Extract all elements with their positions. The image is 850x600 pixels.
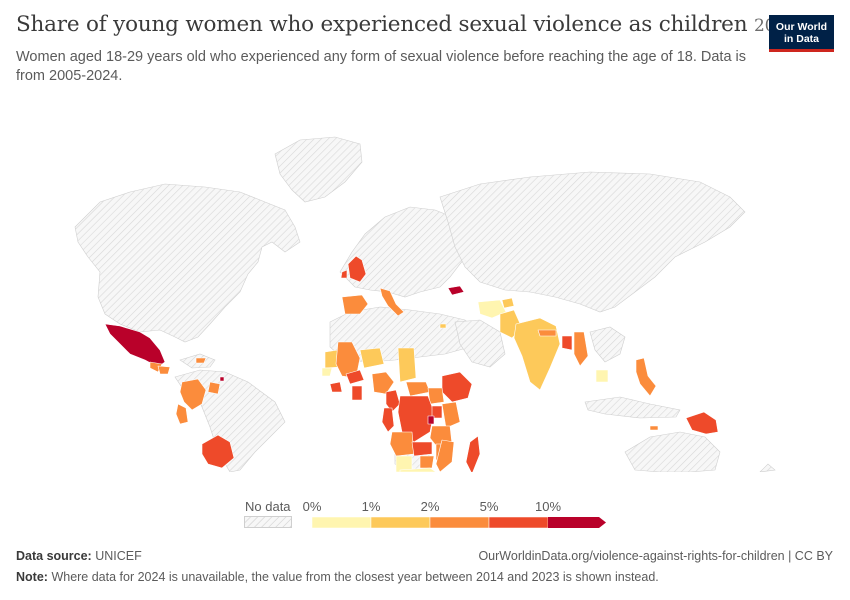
country-trinidad[interactable] <box>219 376 225 382</box>
country-uganda[interactable] <box>431 405 443 419</box>
country-cameroon[interactable] <box>385 389 401 413</box>
chart-title: Share of young women who experienced sex… <box>16 12 797 37</box>
country-car[interactable] <box>405 381 431 397</box>
country-namibia[interactable] <box>395 455 413 472</box>
country-myanmar[interactable] <box>573 331 589 367</box>
data-source-label: Data source: <box>16 549 92 563</box>
legend-no-data-swatch[interactable] <box>244 516 292 528</box>
country-colombia[interactable] <box>179 378 207 411</box>
legend-tick-4: 10% <box>534 499 562 514</box>
note-text: Where data for 2024 is unavailable, the … <box>51 570 659 584</box>
landmass-arabia[interactable] <box>454 319 506 368</box>
country-chad[interactable] <box>397 347 417 383</box>
country-zimbabwe[interactable] <box>419 455 435 469</box>
country-mozambique[interactable] <box>435 439 455 472</box>
country-niger[interactable] <box>359 347 385 369</box>
logo-line-1: Our World <box>775 21 828 33</box>
legend-color-bins <box>312 516 606 529</box>
country-guyana[interactable] <box>207 381 221 395</box>
landmass-australia[interactable] <box>624 431 721 472</box>
chart-subtitle: Women aged 18-29 years old who experienc… <box>16 49 747 84</box>
country-angola[interactable] <box>389 431 415 457</box>
country-bangladesh[interactable] <box>561 335 573 351</box>
country-south-sudan[interactable] <box>427 387 445 405</box>
country-tajikistan[interactable] <box>501 297 515 309</box>
landmass-north-america[interactable] <box>74 183 301 343</box>
country-kenya[interactable] <box>441 401 461 429</box>
data-source-value[interactable]: UNICEF <box>95 549 142 563</box>
country-peru[interactable] <box>175 403 189 425</box>
map-legend: No data 0% 1% 2% 5% 10% <box>0 490 850 540</box>
country-cambodia[interactable] <box>595 369 609 383</box>
countries-with-data <box>104 255 719 472</box>
country-ethiopia[interactable] <box>441 371 473 403</box>
country-gabon[interactable] <box>381 407 395 433</box>
country-zambia[interactable] <box>411 441 433 457</box>
legend-tick-1: 1% <box>361 499 381 514</box>
legend-tick-3: 5% <box>479 499 499 514</box>
owid-logo[interactable]: Our World in Data <box>769 15 834 52</box>
country-papua-new-guinea[interactable] <box>685 411 719 435</box>
legend-bin-0[interactable] <box>312 516 372 529</box>
legend-no-data-label: No data <box>245 499 291 514</box>
country-senegal[interactable] <box>321 367 333 377</box>
country-honduras[interactable] <box>157 365 171 375</box>
country-georgia[interactable] <box>447 285 465 296</box>
country-bolivia[interactable] <box>201 434 235 469</box>
source-url[interactable]: OurWorldinData.org/violence-against-righ… <box>478 549 833 563</box>
country-philippines[interactable] <box>635 357 657 397</box>
landmass-indonesia[interactable] <box>584 396 681 419</box>
country-spain[interactable] <box>341 294 369 315</box>
country-united-kingdom[interactable] <box>347 255 367 283</box>
world-map[interactable] <box>0 92 850 472</box>
country-cyprus[interactable] <box>439 323 447 329</box>
landmass-southeast-asia[interactable] <box>589 326 626 363</box>
landmass-russia-asia[interactable] <box>439 171 746 313</box>
country-ghana[interactable] <box>351 385 363 401</box>
footnote: Note: Where data for 2024 is unavailable… <box>16 570 836 584</box>
country-sierra-leone[interactable] <box>329 381 343 393</box>
country-south-africa[interactable] <box>399 467 437 472</box>
country-rwanda-burundi[interactable] <box>427 415 435 425</box>
country-madagascar[interactable] <box>465 435 481 472</box>
country-burkina-faso[interactable] <box>345 369 365 385</box>
country-timor-leste[interactable] <box>649 425 659 431</box>
country-nepal[interactable] <box>537 329 557 337</box>
logo-line-2: in Data <box>783 33 819 45</box>
legend-bin-4[interactable] <box>548 517 606 528</box>
legend-tick-0: 0% <box>302 499 322 514</box>
legend-bin-2[interactable] <box>429 516 490 529</box>
note-label: Note: <box>16 570 48 584</box>
country-dominican-rep[interactable] <box>195 357 207 364</box>
data-source: Data source: UNICEF <box>16 549 142 563</box>
country-india[interactable] <box>513 317 561 391</box>
legend-bin-1[interactable] <box>370 516 431 529</box>
landmass-new-zealand[interactable] <box>759 463 776 472</box>
legend-tick-2: 2% <box>420 499 440 514</box>
country-italy[interactable] <box>379 287 405 317</box>
country-nigeria[interactable] <box>371 371 395 395</box>
country-dr-congo[interactable] <box>397 395 435 443</box>
country-ireland[interactable] <box>340 269 348 279</box>
country-afghanistan[interactable] <box>477 299 507 319</box>
landmass-greenland[interactable] <box>274 136 363 203</box>
legend-bin-3[interactable] <box>488 516 549 529</box>
